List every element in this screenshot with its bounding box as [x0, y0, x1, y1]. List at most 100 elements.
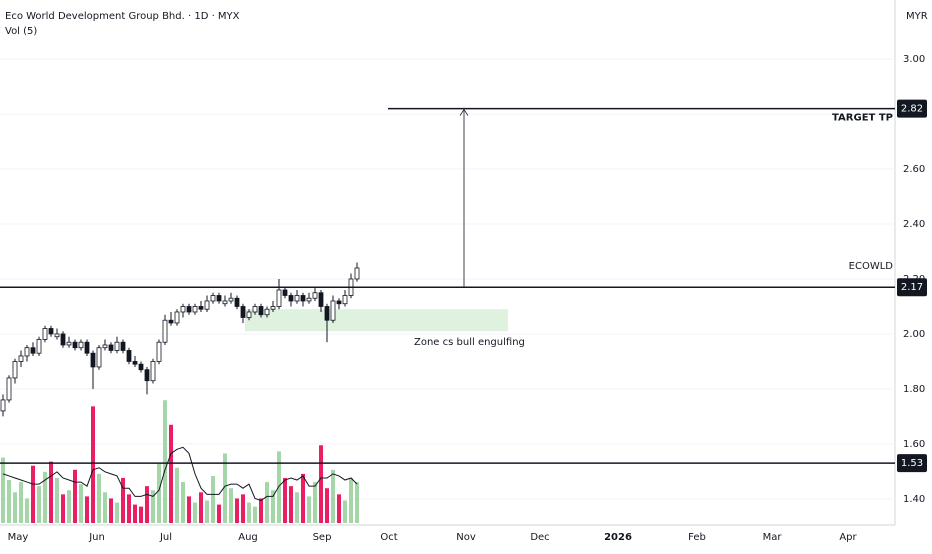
level-tag-label: 2.82: [901, 104, 923, 115]
volume-bar: [235, 498, 239, 523]
x-tick-label: Aug: [238, 532, 258, 543]
volume-bar: [115, 502, 119, 523]
volume-bar: [145, 486, 149, 523]
candle-body: [24, 347, 30, 357]
volume-bar: [301, 473, 305, 523]
candle-body: [216, 295, 222, 302]
candle-body: [186, 306, 192, 313]
volume-bar: [253, 506, 257, 523]
y-tick-label: 1.60: [903, 439, 925, 450]
zone: [245, 309, 508, 332]
candle-body: [234, 297, 240, 307]
candle-body: [156, 341, 162, 362]
candle-body: [78, 341, 84, 349]
volume-bar: [199, 492, 203, 523]
x-tick-label: Jul: [159, 532, 172, 543]
candle-body: [108, 344, 114, 351]
candle-body: [30, 347, 36, 354]
volume-bar: [307, 496, 311, 523]
candle-body: [318, 292, 324, 307]
y-tick-label: 1.40: [903, 494, 925, 505]
volume-title: Vol (5): [5, 26, 37, 37]
x-tick-label: Dec: [530, 532, 549, 543]
candle-body: [300, 295, 306, 302]
candle-body: [126, 350, 132, 362]
y-tick-label: 2.40: [903, 219, 925, 230]
candle-body: [60, 333, 66, 346]
currency: MYR: [906, 11, 928, 22]
candle-body: [222, 300, 228, 305]
volume-bar: [247, 502, 251, 523]
volume-bar: [55, 477, 59, 523]
volume-bar: [85, 496, 89, 523]
volume-bar: [37, 486, 41, 523]
volume-bar: [349, 477, 353, 523]
candle-body: [96, 347, 102, 368]
volume-bar: [223, 453, 227, 523]
candle-body: [150, 361, 156, 382]
candle-body: [138, 363, 144, 371]
volume-bar: [229, 488, 233, 523]
target-label: TARGET TP: [832, 113, 893, 124]
x-tick-label: Sep: [313, 532, 332, 543]
volume-bar: [121, 477, 125, 523]
volume-bar: [13, 492, 17, 523]
volume-bar: [103, 492, 107, 523]
volume-bar: [61, 494, 65, 523]
volume-ma-line: [2, 446, 358, 502]
x-tick-label: Apr: [839, 532, 857, 543]
level-tag: [897, 278, 927, 297]
level-tag-label: 2.17: [901, 282, 923, 293]
volume-bar: [343, 500, 347, 523]
volume-bar: [157, 463, 161, 523]
volume-bar: [313, 482, 317, 523]
volume-bar: [79, 484, 83, 523]
volume-bar: [31, 465, 35, 523]
candle-body: [120, 341, 126, 351]
candle-body: [240, 306, 246, 318]
candle-body: [354, 267, 360, 280]
arrow-head: [459, 108, 469, 116]
candle-body: [342, 295, 348, 305]
candle-body: [0, 399, 6, 412]
volume-bar: [193, 502, 197, 523]
x-tick-label: Oct: [380, 532, 397, 543]
candle-body: [90, 352, 96, 368]
volume-bar: [49, 461, 53, 523]
volume-bar: [295, 492, 299, 523]
x-tick-label: May: [8, 532, 29, 543]
y-tick-label: 2.60: [903, 164, 925, 175]
x-tick-label: 2026: [604, 532, 632, 543]
candle-body: [114, 341, 120, 351]
candle-body: [54, 333, 60, 338]
candle-body: [198, 306, 204, 310]
candle-body: [228, 297, 234, 302]
x-tick-label: Nov: [456, 532, 476, 543]
candle-body: [132, 361, 138, 365]
candle-body: [18, 355, 24, 362]
volume-bar: [355, 482, 359, 523]
candle-body: [246, 311, 252, 318]
volume-bar: [133, 504, 137, 523]
volume-bar: [211, 475, 215, 523]
candle-body: [324, 306, 330, 321]
volume-bar: [1, 457, 5, 523]
level-tag-label: 1.53: [901, 458, 923, 469]
candle-body: [276, 289, 282, 307]
candle-body: [330, 300, 336, 321]
symbol-label: ECOWLD: [849, 261, 894, 272]
volume-bar: [67, 490, 71, 523]
volume-bar: [25, 498, 29, 523]
candle-body: [270, 306, 276, 310]
volume-bar: [265, 482, 269, 523]
candle-body: [168, 319, 174, 324]
level-tag: [897, 99, 927, 118]
volume-bar: [277, 451, 281, 523]
candle-body: [48, 328, 54, 335]
volume-bar: [109, 498, 113, 523]
volume-bar: [331, 469, 335, 523]
volume-bar: [325, 488, 329, 523]
candle-body: [192, 306, 198, 313]
candle-body: [174, 311, 180, 324]
volume-bar: [139, 506, 143, 523]
